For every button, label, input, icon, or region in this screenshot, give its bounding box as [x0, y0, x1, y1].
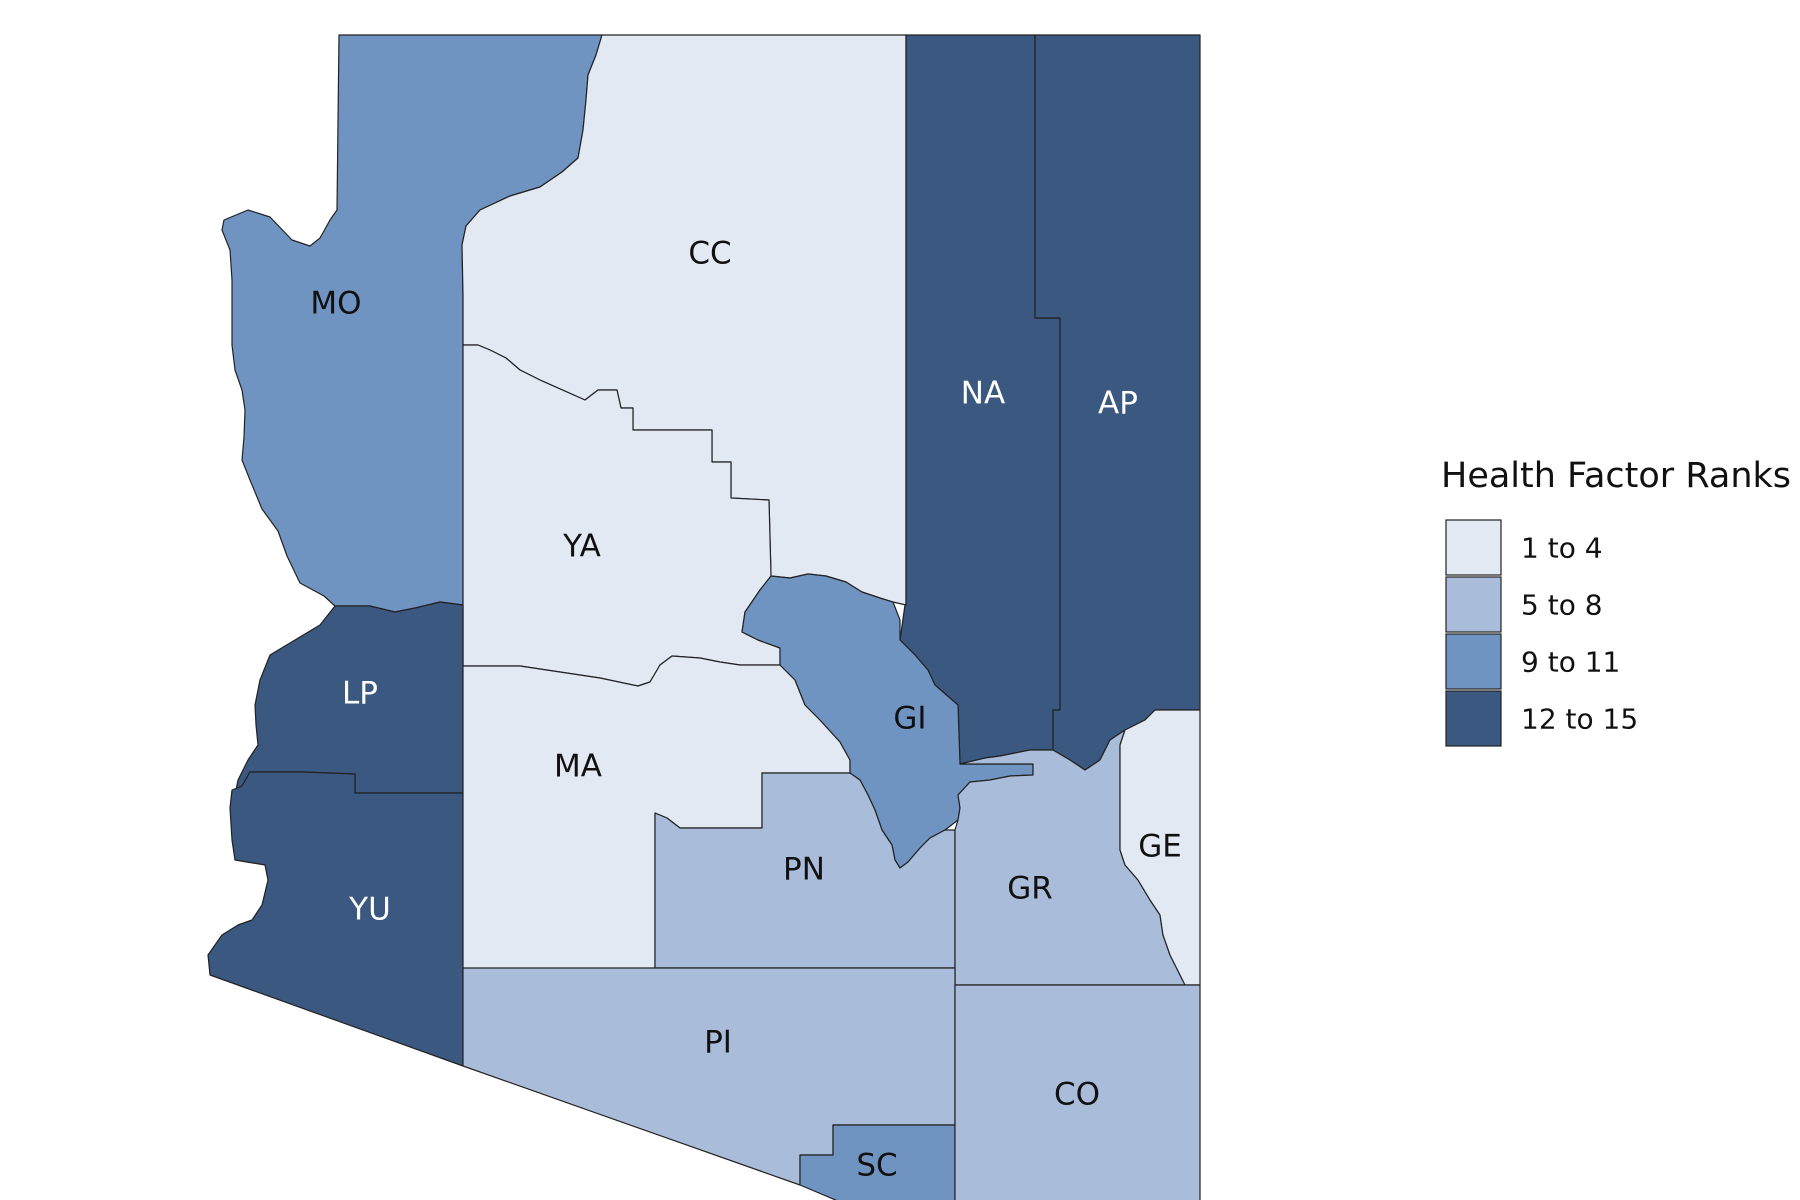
county-label-ma: MA [554, 749, 602, 785]
county-label-co: CO [1054, 1077, 1100, 1113]
county-label-yu: YU [348, 892, 391, 928]
counties-layer [207, 34, 1201, 1200]
county-label-gr: GR [1007, 871, 1053, 907]
county-label-pn: PN [783, 852, 825, 888]
legend-label-3: 9 to 11 [1521, 646, 1620, 679]
county-pn [654, 772, 956, 969]
county-yu [207, 771, 464, 1067]
legend-label-1: 1 to 4 [1521, 532, 1603, 565]
county-label-sc: SC [856, 1148, 897, 1184]
legend-swatch-2 [1445, 576, 1502, 633]
county-label-ge: GE [1138, 829, 1182, 865]
legend-label-4: 12 to 15 [1521, 703, 1638, 736]
legend-swatch-1 [1445, 519, 1502, 576]
legend-swatch-4 [1445, 690, 1502, 747]
legend-title: Health Factor Ranks [1441, 456, 1791, 496]
county-label-gi: GI [893, 701, 926, 737]
county-label-mo: MO [310, 286, 361, 322]
county-label-cc: CC [688, 236, 731, 272]
county-label-lp: LP [342, 676, 378, 712]
county-label-ap: AP [1098, 386, 1138, 422]
legend-swatch-3 [1445, 633, 1502, 690]
legend-items: 1 to 4 5 to 8 9 to 11 12 to 15 [1445, 519, 1638, 747]
county-label-ya: YA [562, 529, 601, 565]
county-label-pi: PI [704, 1025, 732, 1061]
legend-label-2: 5 to 8 [1521, 589, 1603, 622]
county-label-na: NA [961, 376, 1005, 412]
legend: Health Factor Ranks 1 to 45 to 89 to 111… [1441, 456, 1791, 747]
labels-layer: MO CC NA AP YA LP YU MA GI PN GR GE PI SC CO [310, 236, 1181, 1184]
county-co [954, 984, 1201, 1200]
